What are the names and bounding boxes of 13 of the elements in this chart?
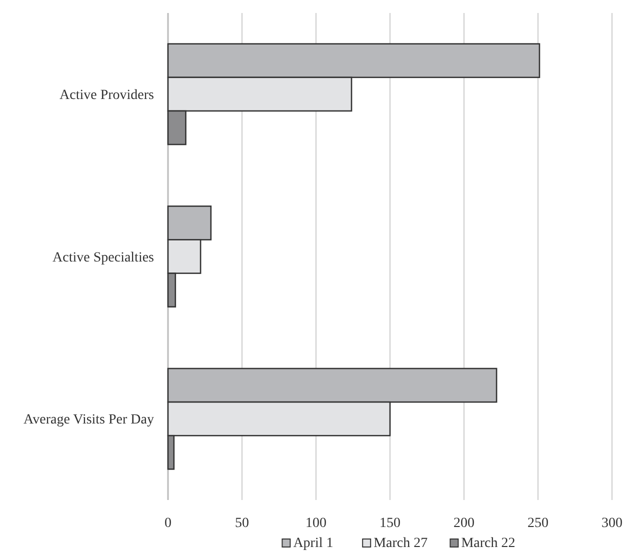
x-tick-label: 0 bbox=[164, 516, 172, 531]
legend-label: March 22 bbox=[461, 536, 516, 551]
x-tick-label: 50 bbox=[235, 516, 249, 531]
legend-label: March 27 bbox=[374, 536, 428, 551]
legend-label: April 1 bbox=[293, 536, 334, 551]
x-tick-label: 200 bbox=[454, 516, 474, 531]
x-tick-label: 300 bbox=[602, 516, 622, 531]
x-tick-label: 250 bbox=[528, 516, 548, 531]
y-tick-label: Active Specialties bbox=[52, 250, 154, 266]
x-tick-label: 150 bbox=[380, 516, 400, 531]
y-tick-label: Average Visits Per Day bbox=[24, 412, 154, 428]
y-tick-label: Active Providers bbox=[60, 88, 154, 104]
x-tick-label: 100 bbox=[306, 516, 326, 531]
